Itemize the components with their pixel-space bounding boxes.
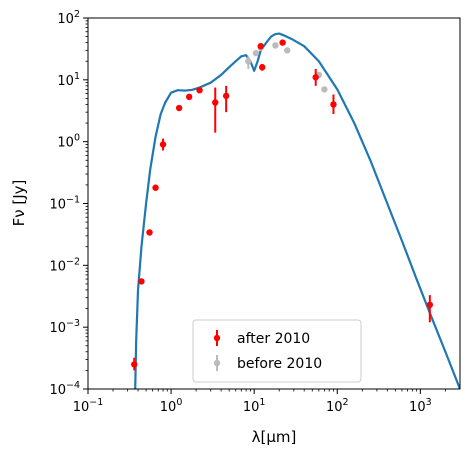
legend-box (192, 319, 362, 383)
data-point-after-2010-12 (279, 39, 286, 46)
data-point-after-2010-0 (131, 361, 138, 368)
legend: after 2010 before 2010 (192, 319, 362, 383)
x-tick-label-2: 101 (243, 397, 266, 415)
data-point-before-2010-0 (245, 58, 252, 65)
y-tick-label-0: 10−4 (49, 380, 80, 398)
legend-marker-before-2010 (213, 359, 221, 367)
data-point-before-2010-1 (252, 49, 260, 57)
data-point-before-2010-6 (321, 86, 328, 93)
data-point-after-2010-2 (146, 229, 153, 236)
legend-label-before-2010: before 2010 (237, 356, 322, 372)
data-point-after-2010-5 (175, 104, 183, 112)
data-point-after-2010-1 (138, 278, 145, 285)
x-tick-label-0: 10−1 (73, 397, 104, 415)
legend-marker-after-2010 (213, 334, 221, 342)
y-tick-label-1: 10−3 (49, 318, 80, 336)
data-point-after-2010-3 (152, 184, 159, 191)
x-tick-label-4: 103 (409, 397, 432, 415)
data-point-after-2010-10 (257, 42, 264, 50)
data-points-layer (131, 39, 434, 371)
data-point-after-2010-7 (196, 86, 203, 94)
ticks-layer: 10−1 100 101 102 103 10−4 10−3 10−2 10−1 100 101 10… (49, 9, 446, 415)
data-point-after-2010-8 (212, 99, 219, 106)
data-point-after-2010-13 (312, 74, 319, 81)
y-tick-label-6: 102 (57, 9, 80, 27)
legend-label-after-2010: after 2010 (237, 331, 310, 347)
x-tick-label-1: 100 (160, 397, 183, 415)
data-point-before-2010-4 (284, 47, 291, 54)
data-point-after-2010-14 (330, 101, 337, 108)
y-tick-label-4: 100 (57, 133, 80, 151)
data-point-after-2010-4 (159, 141, 167, 148)
data-point-after-2010-9 (222, 92, 230, 100)
x-axis-label: λ[μm] (252, 428, 297, 446)
y-tick-label-3: 10−1 (49, 195, 80, 213)
y-tick-label-2: 10−2 (49, 256, 80, 274)
data-point-after-2010-11 (259, 64, 266, 71)
data-point-after-2010-15 (426, 301, 434, 308)
y-axis-label: Fν [Jy] (10, 180, 28, 227)
y-tick-label-5: 101 (57, 71, 80, 89)
x-tick-label-3: 102 (326, 397, 349, 415)
data-point-after-2010-6 (185, 93, 193, 101)
data-point-before-2010-3 (272, 42, 279, 49)
